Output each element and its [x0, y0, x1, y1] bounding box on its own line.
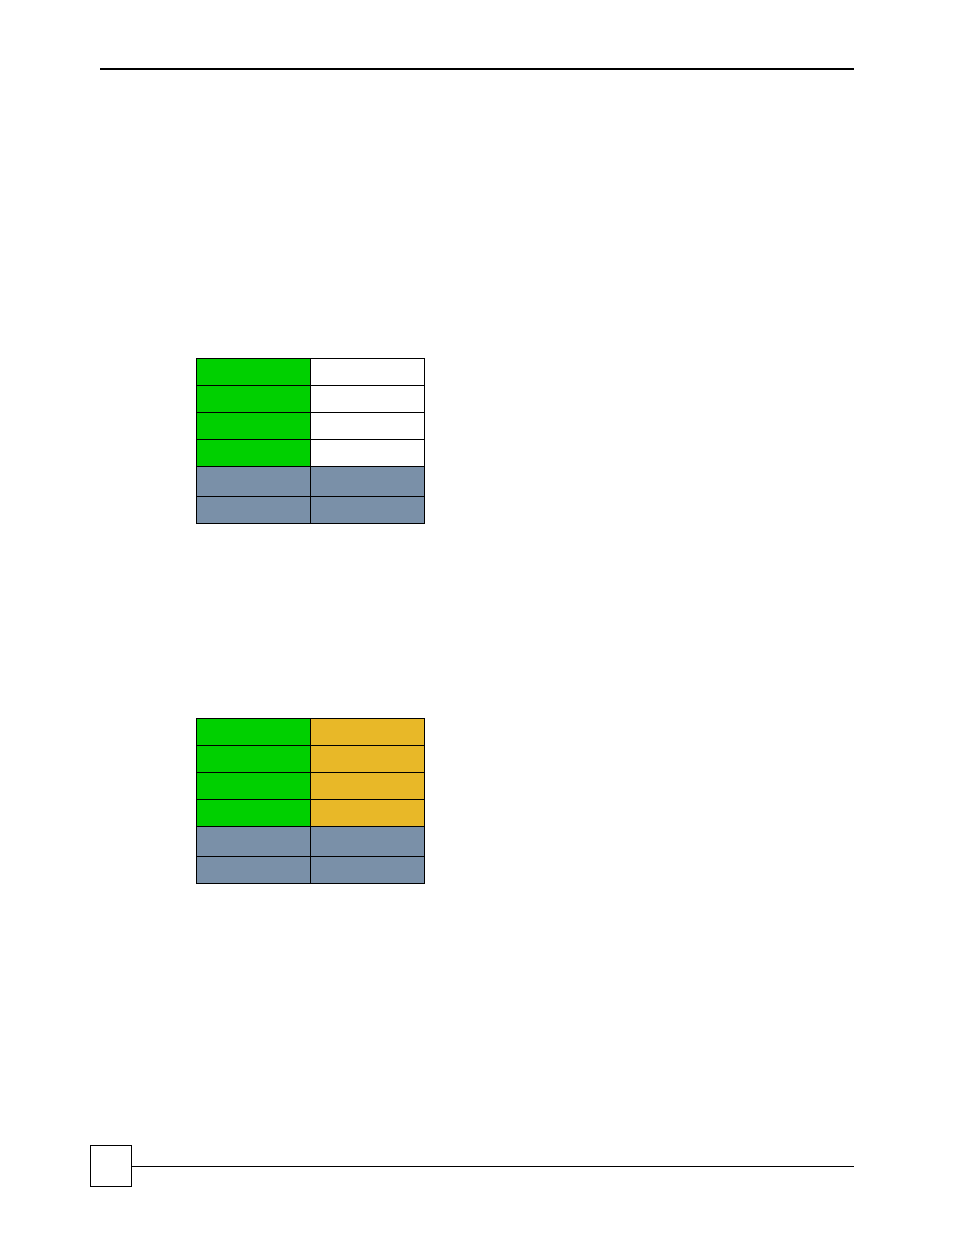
color-cell: [197, 857, 311, 884]
color-cell: [197, 773, 311, 800]
color-cell: [311, 359, 425, 386]
color-cell: [197, 719, 311, 746]
color-cell: [311, 746, 425, 773]
color-cell: [311, 386, 425, 413]
color-cell: [197, 440, 311, 467]
color-cell: [311, 800, 425, 827]
color-cell: [311, 827, 425, 857]
color-cell: [311, 773, 425, 800]
color-cell: [197, 386, 311, 413]
color-cell: [311, 497, 425, 524]
color-cell: [197, 827, 311, 857]
color-cell: [311, 467, 425, 497]
page-number-box: [90, 1145, 132, 1187]
color-table-2: [196, 718, 425, 884]
color-cell: [311, 857, 425, 884]
color-cell: [197, 497, 311, 524]
color-cell: [197, 359, 311, 386]
color-cell: [311, 719, 425, 746]
color-cell: [197, 413, 311, 440]
header-rule: [100, 68, 854, 70]
color-cell: [311, 440, 425, 467]
color-cell: [197, 746, 311, 773]
color-cell: [311, 413, 425, 440]
color-cell: [197, 467, 311, 497]
color-table-1: [196, 358, 425, 524]
color-cell: [197, 800, 311, 827]
page: [0, 0, 954, 1235]
footer-rule: [132, 1166, 854, 1167]
